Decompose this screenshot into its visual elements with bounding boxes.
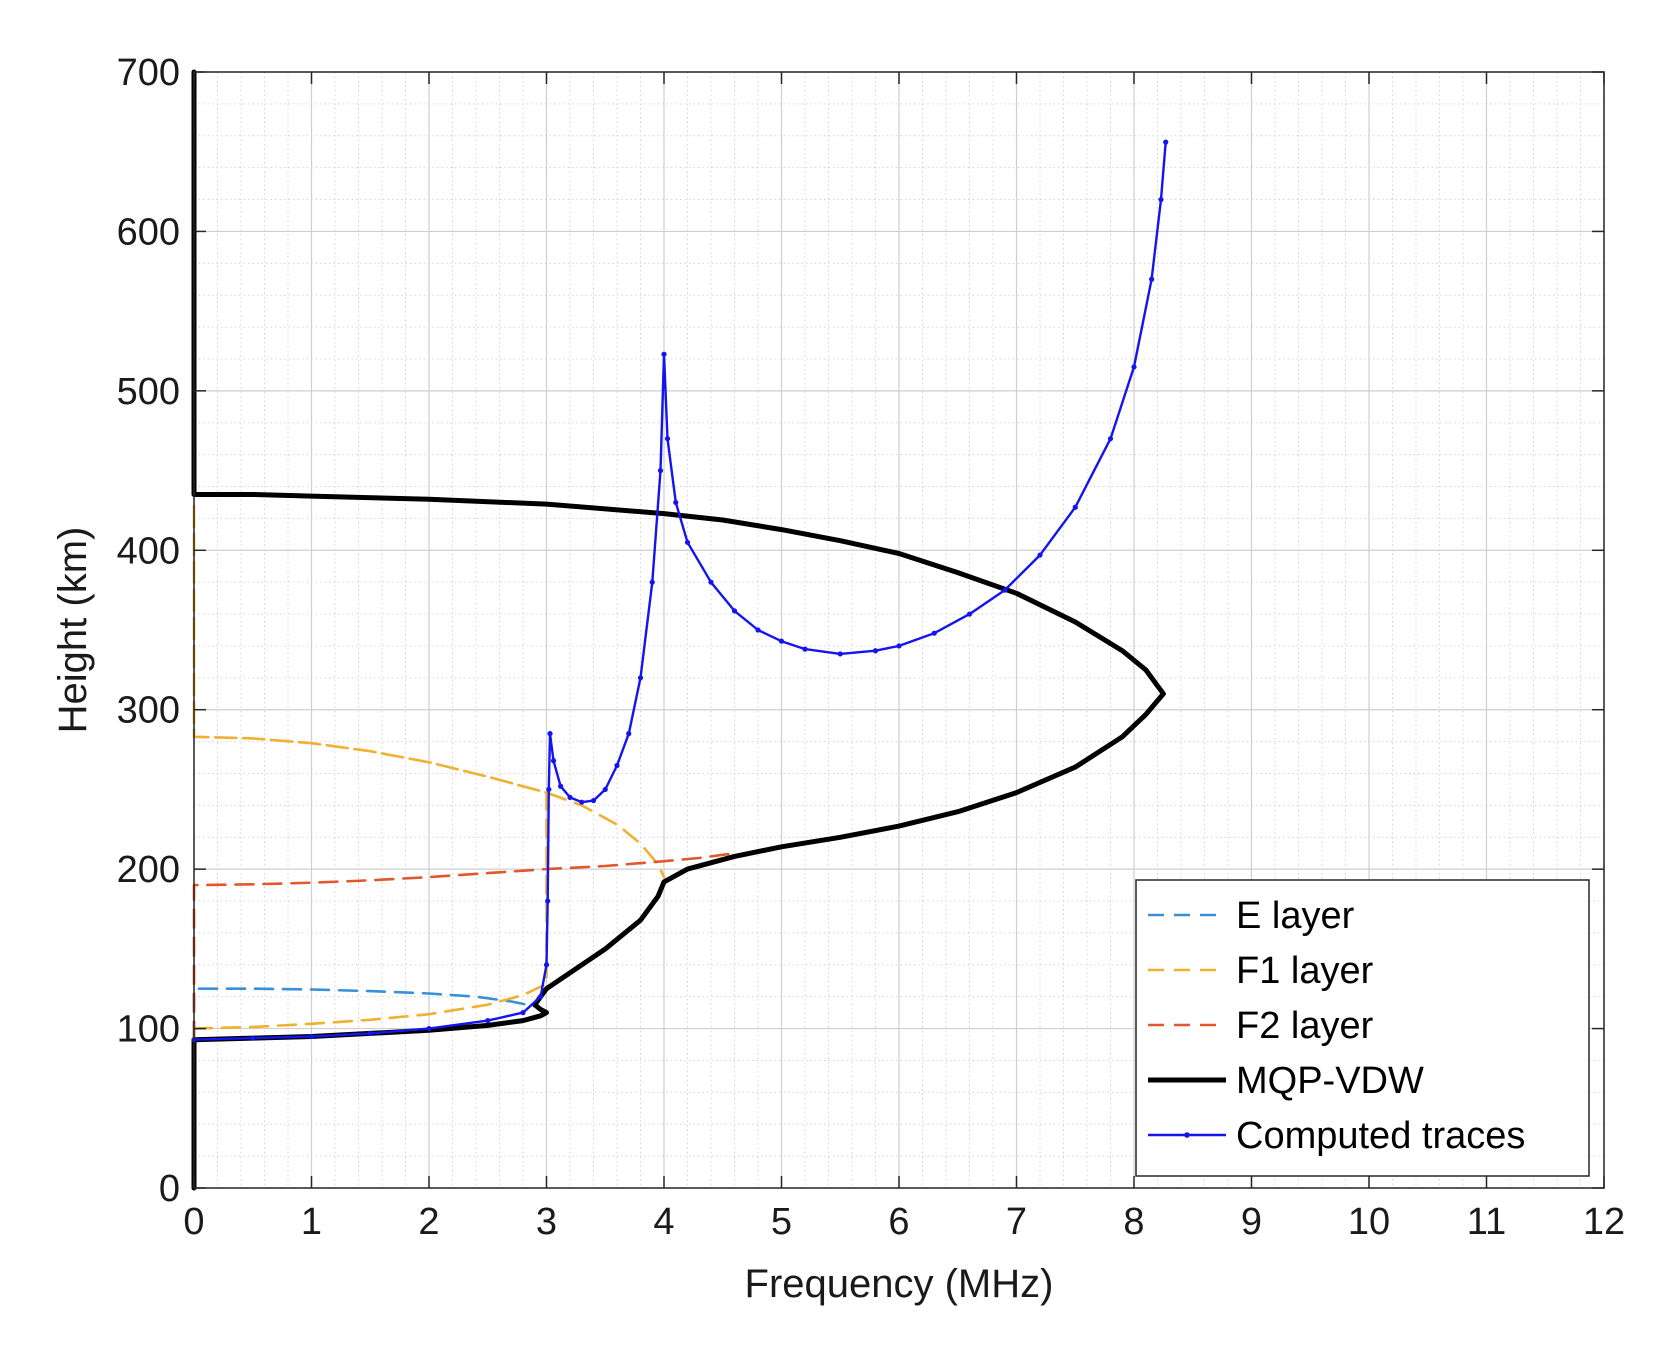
legend-box: [1135, 879, 1590, 1177]
y-tick-label: 500: [117, 371, 180, 413]
legend: E layer F1 layer F2 layer MQP-VDW Computed t…: [1135, 879, 1590, 1177]
data-point-computed-traces: [546, 786, 552, 793]
legend-label-mqp-vdw: MQP-VDW: [1236, 1060, 1424, 1102]
data-point-computed-traces: [367, 1030, 373, 1036]
y-tick-label: 600: [117, 211, 180, 253]
data-point-computed-traces: [637, 675, 644, 681]
legend-label-e-layer: E layer: [1236, 895, 1355, 937]
series-line-mqp-vdw: [191, 69, 1166, 1191]
data-point-computed-traces: [614, 762, 620, 769]
data-point-computed-traces: [661, 351, 667, 357]
x-tick-label: 4: [653, 1201, 674, 1243]
data-point-computed-traces: [485, 1018, 491, 1024]
x-tick-label: 11: [1467, 1201, 1506, 1243]
legend-label-f2-layer: F2 layer: [1236, 1005, 1374, 1047]
x-tick-label: 1: [301, 1201, 322, 1243]
data-point-computed-traces: [1149, 276, 1155, 282]
data-point-computed-traces: [896, 643, 902, 649]
legend-label-computed-traces: Computed traces: [1236, 1115, 1525, 1157]
data-point-computed-traces: [731, 608, 738, 614]
series-layer: [191, 69, 1169, 1191]
x-tick-label: 10: [1348, 1201, 1390, 1243]
data-point-computed-traces: [1002, 587, 1008, 593]
series-line-e-layer: [192, 987, 548, 1041]
data-point-computed-traces: [778, 638, 785, 644]
x-tick-label: 7: [1006, 1201, 1027, 1243]
data-point-computed-traces: [673, 499, 679, 506]
data-point-computed-traces: [664, 436, 671, 442]
series-line-f1-layer: [192, 501, 666, 1030]
data-point-computed-traces: [755, 627, 761, 633]
data-point-computed-traces: [1163, 139, 1169, 145]
data-point-computed-traces: [567, 794, 573, 801]
data-point-computed-traces: [837, 651, 843, 657]
legend-marker-computed-traces: [1184, 1132, 1190, 1138]
axis-ticks: [193, 71, 1605, 1189]
data-point-computed-traces: [1107, 436, 1114, 442]
data-point-computed-traces: [649, 579, 655, 585]
legend-label-f1-layer: F1 layer: [1236, 950, 1374, 992]
y-tick-label: 100: [117, 1009, 180, 1051]
data-point-computed-traces: [250, 1035, 256, 1041]
data-point-computed-traces: [626, 731, 632, 737]
data-point-computed-traces: [1158, 196, 1164, 203]
data-point-computed-traces: [872, 648, 879, 654]
y-tick-label: 400: [117, 530, 180, 572]
data-point-computed-traces: [802, 646, 808, 652]
data-point-computed-traces: [1037, 552, 1043, 558]
data-point-computed-traces: [684, 539, 691, 545]
data-point-computed-traces: [590, 797, 597, 804]
data-point-computed-traces: [545, 898, 551, 904]
y-tick-label: 0: [159, 1168, 180, 1210]
x-tick-label: 9: [1241, 1201, 1262, 1243]
y-tick-label: 700: [117, 52, 180, 94]
x-tick-label: 2: [418, 1201, 439, 1243]
data-point-computed-traces: [1131, 364, 1137, 370]
x-tick-label: 8: [1123, 1201, 1144, 1243]
data-point-computed-traces: [708, 579, 714, 585]
data-point-computed-traces: [558, 783, 564, 789]
x-tick-label: 12: [1583, 1201, 1625, 1243]
y-tick-label: 200: [117, 849, 180, 891]
data-point-computed-traces: [547, 731, 553, 737]
data-point-computed-traces: [538, 994, 544, 1000]
data-point-computed-traces: [602, 786, 608, 793]
y-axis-label: Height (km): [51, 527, 95, 734]
series-line-f2-layer: [192, 851, 736, 1041]
data-point-computed-traces: [657, 467, 664, 474]
data-point-computed-traces: [966, 611, 973, 617]
y-tick-label: 300: [117, 690, 180, 732]
data-point-computed-traces: [520, 1010, 526, 1016]
x-tick-label: 5: [771, 1201, 792, 1243]
data-point-computed-traces: [931, 630, 937, 636]
data-point-computed-traces: [579, 799, 585, 805]
x-tick-label: 3: [536, 1201, 557, 1243]
data-point-computed-traces: [308, 1033, 315, 1040]
data-point-computed-traces: [426, 1025, 432, 1032]
x-tick-label: 6: [888, 1201, 909, 1243]
data-point-computed-traces: [1072, 504, 1078, 510]
data-point-computed-traces: [543, 962, 550, 968]
x-axis-label: Frequency (MHz): [745, 1262, 1054, 1306]
data-point-computed-traces: [550, 758, 557, 764]
x-tick-label: 0: [183, 1201, 204, 1243]
